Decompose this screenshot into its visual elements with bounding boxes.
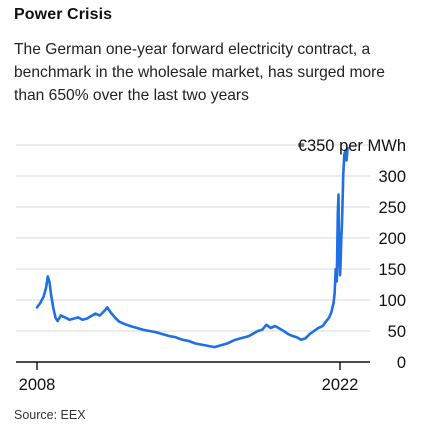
x-axis (16, 361, 370, 370)
y-unit-label: €350 per MWh (298, 137, 406, 155)
source-note: Source: EEX (14, 408, 86, 422)
x-tick-label: 2008 (19, 376, 56, 394)
y-tick-label: 200 (378, 230, 406, 248)
tick-labels: 0 50 100 150 200 250 300 €350 per MWh 2008 2022 (19, 137, 406, 394)
y-tick-label: 0 (397, 354, 406, 372)
y-tick-label: 100 (378, 292, 406, 310)
y-tick-label: 250 (378, 199, 406, 217)
y-tick-label: 150 (378, 261, 406, 279)
x-tick-label: 2022 (322, 376, 359, 394)
y-tick-label: 300 (378, 168, 406, 186)
y-tick-label: 50 (388, 323, 406, 341)
series-line (35, 146, 349, 349)
data-series (35, 146, 349, 349)
grid-lines (16, 144, 370, 332)
chart-title: Power Crisis (14, 6, 113, 23)
chart-subtitle: The German one-year forward electricity … (14, 41, 385, 104)
